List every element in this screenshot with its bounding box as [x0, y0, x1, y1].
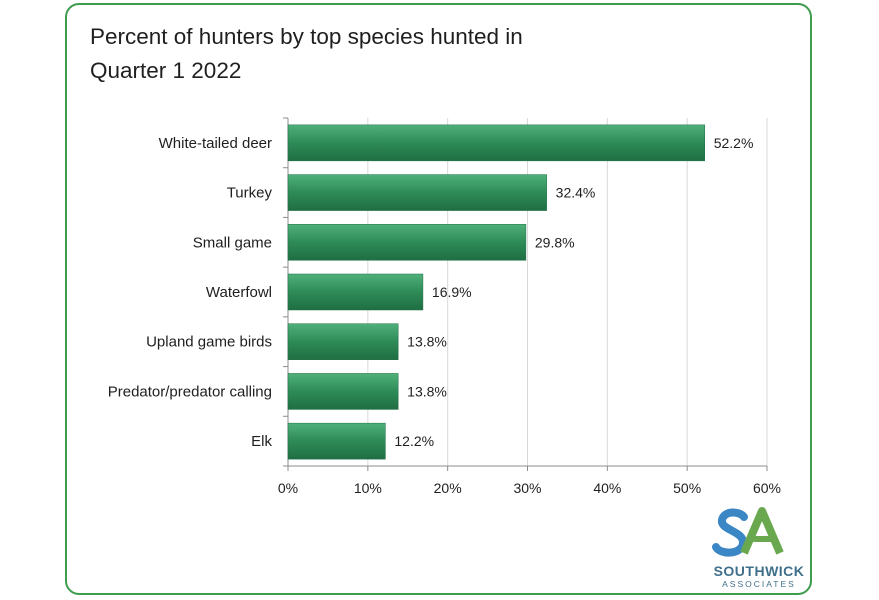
x-tick-label: 0%	[278, 480, 298, 496]
logo-wordmark: SOUTHWICK	[713, 563, 805, 579]
category-label: Small game	[193, 234, 272, 251]
value-label: 13.8%	[407, 383, 447, 399]
value-label: 12.2%	[394, 433, 434, 449]
x-tick-label: 10%	[354, 480, 382, 496]
category-label: Predator/predator calling	[108, 383, 272, 400]
chart-title-line-2: Quarter 1 2022	[90, 58, 242, 83]
bar	[287, 174, 547, 211]
bar	[287, 273, 424, 311]
southwick-logo-icon	[712, 507, 784, 557]
category-label: White-tailed deer	[159, 135, 272, 152]
value-label: 16.9%	[432, 284, 472, 300]
bar	[287, 373, 399, 410]
bar	[287, 224, 527, 261]
value-label: 32.4%	[556, 185, 596, 201]
logo-subtitle: ASSOCIATES	[722, 579, 796, 589]
bar	[287, 422, 386, 460]
x-tick-label: 40%	[593, 480, 621, 496]
category-label: Upland game birds	[146, 334, 272, 351]
x-tick-label: 60%	[753, 480, 781, 496]
chart-title-line-1: Percent of hunters by top species hunted…	[90, 24, 523, 49]
value-label: 13.8%	[407, 334, 447, 350]
bar	[287, 124, 705, 162]
category-label: Turkey	[227, 185, 273, 202]
x-tick-label: 20%	[434, 480, 462, 496]
value-label: 29.8%	[535, 234, 575, 250]
bar	[287, 323, 399, 360]
x-tick-label: 30%	[513, 480, 541, 496]
category-label: Waterfowl	[206, 284, 272, 301]
x-tick-label: 50%	[673, 480, 701, 496]
value-label: 52.2%	[714, 135, 754, 151]
category-label: Elk	[251, 433, 272, 450]
